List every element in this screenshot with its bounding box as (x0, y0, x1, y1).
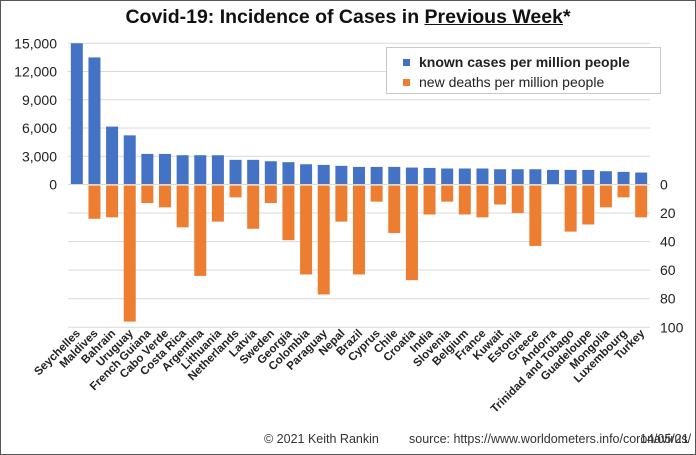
bar-cases (405, 167, 418, 185)
bar-cases (423, 167, 436, 185)
right-axis-tick-label: 0 (660, 177, 668, 193)
bar-deaths (194, 185, 207, 276)
left-axis-tick-label: 6,000 (22, 120, 57, 136)
bar-cases (335, 165, 348, 185)
bar-deaths (441, 185, 454, 202)
source-text: source: https://www.worldometers.info/co… (409, 432, 692, 446)
bar-deaths (159, 185, 171, 208)
bar-cases (159, 153, 171, 185)
bar-cases (353, 166, 365, 185)
bar-deaths (247, 185, 260, 229)
bar-cases (511, 169, 524, 185)
bar-cases (388, 166, 401, 185)
bar-cases (264, 161, 277, 185)
legend-swatch-deaths (403, 78, 410, 86)
bar-cases (564, 169, 577, 185)
bar-deaths (282, 185, 295, 241)
bar-deaths (599, 185, 612, 208)
legend-item-cases: known cases per million people (403, 53, 630, 71)
bar-cases (229, 159, 242, 185)
bar-deaths (370, 185, 383, 202)
bar-deaths (264, 185, 277, 204)
bar-cases (370, 166, 383, 185)
legend: known cases per million people new death… (386, 47, 661, 94)
bar-cases (599, 171, 612, 185)
bar-deaths (494, 185, 507, 205)
bar-cases (529, 169, 542, 185)
bar-deaths (123, 185, 136, 322)
right-axis-tick-label: 100 (660, 319, 684, 335)
title-asterisk: * (562, 6, 571, 28)
bar-cases (617, 171, 630, 185)
bar-deaths (617, 185, 630, 198)
bar-cases (476, 168, 489, 185)
bar-cases (317, 164, 330, 185)
legend-swatch-cases (403, 58, 410, 66)
left-axis-tick-label: 0 (49, 177, 57, 193)
bar-deaths (353, 185, 365, 275)
bar-cases (123, 135, 136, 185)
bar-deaths (529, 185, 542, 246)
bar-deaths (106, 185, 119, 218)
right-axis-tick-label: 40 (660, 234, 676, 250)
date-text: 14/05/21 (640, 432, 689, 446)
right-axis-tick-label: 80 (660, 291, 676, 307)
bar-cases (176, 155, 189, 185)
bar-cases (141, 153, 154, 185)
left-axis-tick-label: 9,000 (22, 92, 57, 108)
bar-cases (70, 43, 83, 185)
bar-cases (458, 168, 471, 185)
bar-deaths (88, 185, 101, 219)
bar-deaths (317, 185, 330, 295)
left-axis-tick-label: 3,000 (22, 148, 57, 164)
bar-deaths (211, 185, 224, 222)
right-axis-tick-label: 20 (660, 205, 676, 221)
bar-cases (106, 126, 119, 185)
title-underlined-text: Previous Week (424, 6, 563, 28)
bar-cases (582, 169, 595, 185)
legend-label-cases: known cases per million people (419, 54, 630, 70)
bar-deaths (141, 185, 154, 204)
legend-item-deaths: new deaths per million people (403, 73, 604, 91)
bar-deaths (388, 185, 401, 234)
bar-cases (494, 169, 507, 185)
bar-deaths (511, 185, 524, 214)
legend-label-deaths: new deaths per million people (419, 74, 605, 90)
bar-cases (194, 155, 207, 185)
bar-deaths (564, 185, 577, 232)
bar-cases (441, 168, 454, 185)
bar-deaths (176, 185, 189, 228)
left-axis-tick-label: 15,000 (14, 35, 57, 51)
bar-cases (300, 164, 313, 185)
title-text: Covid-19: Incidence of Cases in (125, 6, 425, 28)
bar-deaths (405, 185, 418, 281)
bar-deaths (635, 185, 648, 218)
bar-deaths (300, 185, 313, 275)
bar-cases (88, 57, 101, 185)
bar-deaths (229, 185, 242, 198)
bar-deaths (458, 185, 471, 215)
bar-cases (247, 159, 260, 185)
bar-deaths (476, 185, 489, 218)
bar-cases (635, 172, 648, 185)
bar-deaths (582, 185, 595, 225)
bar-cases (547, 169, 559, 185)
right-axis-tick-label: 60 (660, 262, 676, 278)
copyright-text: © 2021 Keith Rankin (264, 432, 379, 446)
bar-cases (282, 162, 295, 185)
bar-deaths (335, 185, 348, 222)
bar-deaths (423, 185, 436, 215)
chart-title: Covid-19: Incidence of Cases in Previous… (0, 6, 696, 29)
left-axis-tick-label: 12,000 (14, 64, 57, 80)
bar-cases (211, 155, 224, 185)
